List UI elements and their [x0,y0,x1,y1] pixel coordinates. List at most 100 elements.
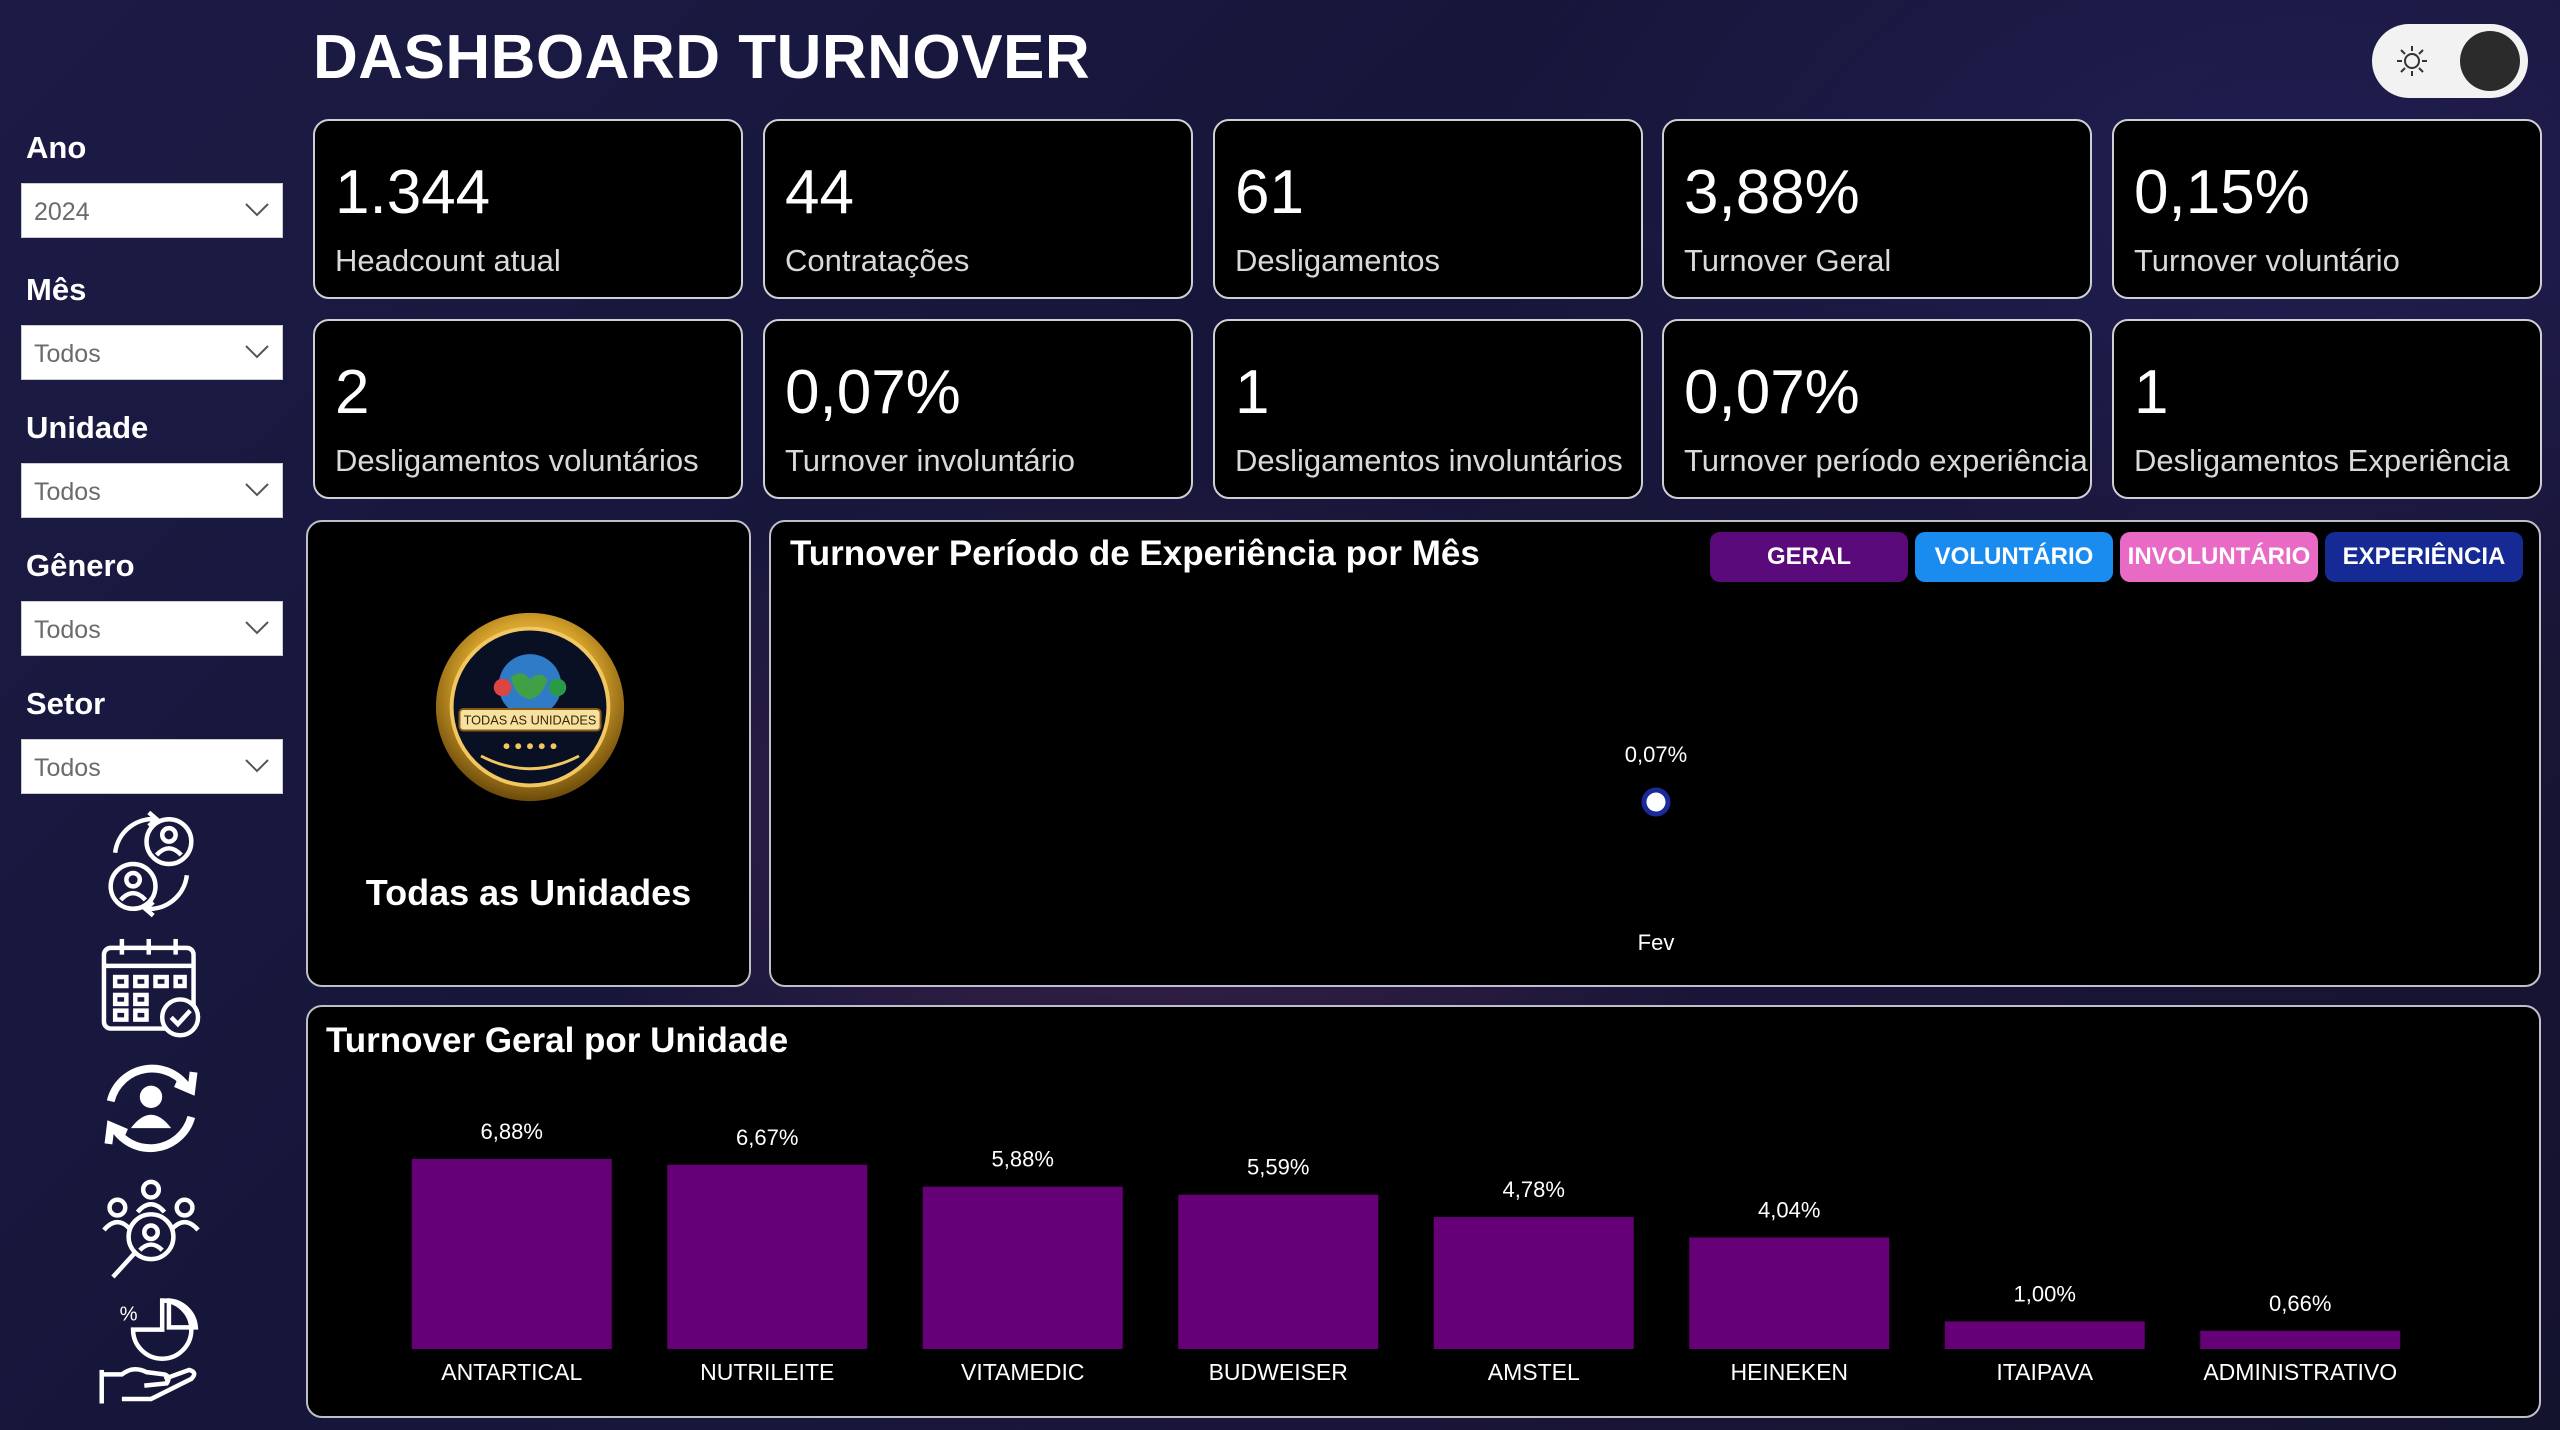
x-tick-label: ADMINISTRATIVO [2203,1359,2397,1385]
kpi-label: Turnover involuntário [785,443,1076,478]
bar-data-label: 4,78% [1503,1177,1565,1202]
bar[interactable] [2200,1330,2401,1349]
kpi-label: Turnover período experiência [1684,443,2088,478]
unit-logo: TODAS AS UNIDADES [435,612,625,802]
involuntario-button[interactable]: INVOLUNTÁRIO [2120,532,2318,582]
kpi-label: Desligamentos [1235,243,1441,278]
kpi-value: 0,07% [785,358,961,427]
kpi-label: Desligamentos voluntários [335,443,699,478]
filter-select-setor[interactable]: Todos [21,739,283,794]
line-data-label: 0,07% [1625,742,1687,767]
filter-label-setor: Setor [26,686,106,721]
filter-label-unidade: Unidade [26,410,149,445]
theme-toggle[interactable] [2372,24,2528,98]
calendar-check-icon[interactable] [95,930,207,1042]
x-tick-label: NUTRILEITE [700,1359,834,1385]
line-point[interactable] [1641,787,1671,817]
bar[interactable] [1178,1194,1379,1349]
bar[interactable] [667,1164,868,1349]
x-tick-label: AMSTEL [1488,1359,1580,1385]
kpi-card-turnover-voluntario: 0,15% Turnover voluntário [2112,119,2542,299]
kpi-card-desligamentos-involuntarios: 1 Desligamentos involuntários [1213,319,1643,499]
unit-name: Todas as Unidades [365,872,692,913]
filter-label-mes: Mês [26,272,87,307]
kpi-label: Desligamentos Experiência [2134,443,2510,478]
chevron-down-icon [245,621,269,635]
bar-chart-panel: Turnover Geral por Unidade 6,88% ANTARTIC… [306,1005,2541,1418]
x-tick-label: ITAIPAVA [1996,1359,2093,1385]
filter-value-setor: Todos [34,754,101,782]
bar-chart-title: Turnover Geral por Unidade [326,1021,789,1060]
bar[interactable] [1433,1216,1634,1349]
filter-select-mes[interactable]: Todos [21,325,283,380]
filter-value-ano: 2024 [34,198,90,226]
bar-data-label: 6,88% [481,1119,543,1144]
percent-hand-icon[interactable]: % [95,1296,207,1408]
geral-button[interactable]: GERAL [1710,532,1908,582]
bar[interactable] [1689,1237,1890,1349]
kpi-card-turnover-geral: 3,88% Turnover Geral [1662,119,2092,299]
person-rotate-icon[interactable] [95,1052,207,1164]
kpi-label: Turnover voluntário [2134,243,2400,278]
bar-data-label: 6,67% [736,1125,798,1150]
filter-select-unidade[interactable]: Todos [21,463,283,518]
filter-value-mes: Todos [34,340,101,368]
kpi-label: Turnover Geral [1684,243,1892,278]
line-chart-panel: Turnover Período de Experiência por Mês … [769,520,2541,987]
kpi-value: 61 [1235,158,1304,227]
toggle-knob[interactable] [2460,31,2520,91]
people-cycle-icon[interactable] [95,808,207,920]
bar[interactable] [411,1159,612,1349]
x-tick-label: HEINEKEN [1730,1359,1848,1385]
filter-value-genero: Todos [34,616,101,644]
line-chart-title: Turnover Período de Experiência por Mês [790,534,1480,573]
x-tick-label: VITAMEDIC [961,1359,1085,1385]
filter-select-genero[interactable]: Todos [21,601,283,656]
bar-data-label: 4,04% [1758,1197,1820,1222]
x-tick-label: ANTARTICAL [441,1359,582,1385]
kpi-card-turnover-experiencia: 0,07% Turnover período experiência [1662,319,2092,499]
kpi-card-desligamentos-experiencia: 1 Desligamentos Experiência [2112,319,2542,499]
bar[interactable] [1944,1321,2145,1349]
bar-data-label: 5,88% [992,1147,1054,1172]
sun-icon [2397,46,2427,76]
page-title: DASHBOARD TURNOVER [313,23,1091,92]
x-tick-label: Fev [1638,930,1675,955]
kpi-card-turnover-involuntario: 0,07% Turnover involuntário [763,319,1193,499]
kpi-value: 1 [1235,358,1270,427]
kpi-card-headcount: 1.344 Headcount atual [313,119,743,299]
kpi-label: Desligamentos involuntários [1235,443,1623,478]
chevron-down-icon [245,203,269,217]
kpi-label: Contratações [785,243,970,278]
kpi-card-desligamentos-voluntarios: 2 Desligamentos voluntários [313,319,743,499]
unit-card: TODAS AS UNIDADES Todas as Unidades [306,520,751,987]
filter-select-ano[interactable]: 2024 [21,183,283,238]
x-tick-label: BUDWEISER [1209,1359,1348,1385]
bar-chart: 6,88% ANTARTICAL 6,67% NUTRILEITE 5,88% VITAM… [411,1119,2401,1385]
kpi-value: 2 [335,358,370,427]
logo-text: TODAS AS UNIDADES [464,713,597,728]
kpi-value: 0,15% [2134,158,2310,227]
bar-data-label: 5,59% [1247,1155,1309,1180]
kpi-value: 3,88% [1684,158,1860,227]
bar[interactable] [922,1186,1123,1349]
kpi-card-contratacoes: 44 Contratações [763,119,1193,299]
line-chart: 0,07% Fev [1625,742,1687,955]
chevron-down-icon [245,759,269,773]
kpi-value: 0,07% [1684,358,1860,427]
filter-label-ano: Ano [26,130,87,165]
kpi-label: Headcount atual [335,243,561,278]
kpi-card-desligamentos: 61 Desligamentos [1213,119,1643,299]
chevron-down-icon [245,345,269,359]
team-search-icon[interactable] [95,1174,207,1286]
bar-data-label: 1,00% [2014,1281,2076,1306]
bar-data-label: 0,66% [2269,1291,2331,1316]
voluntario-button[interactable]: VOLUNTÁRIO [1915,532,2113,582]
svg-text:%: % [120,1304,138,1326]
kpi-value: 1.344 [335,158,491,227]
filter-label-genero: Gênero [26,548,135,583]
experiencia-button[interactable]: EXPERIÊNCIA [2325,532,2523,582]
chevron-down-icon [245,483,269,497]
kpi-value: 1 [2134,358,2169,427]
filter-value-unidade: Todos [34,478,101,506]
